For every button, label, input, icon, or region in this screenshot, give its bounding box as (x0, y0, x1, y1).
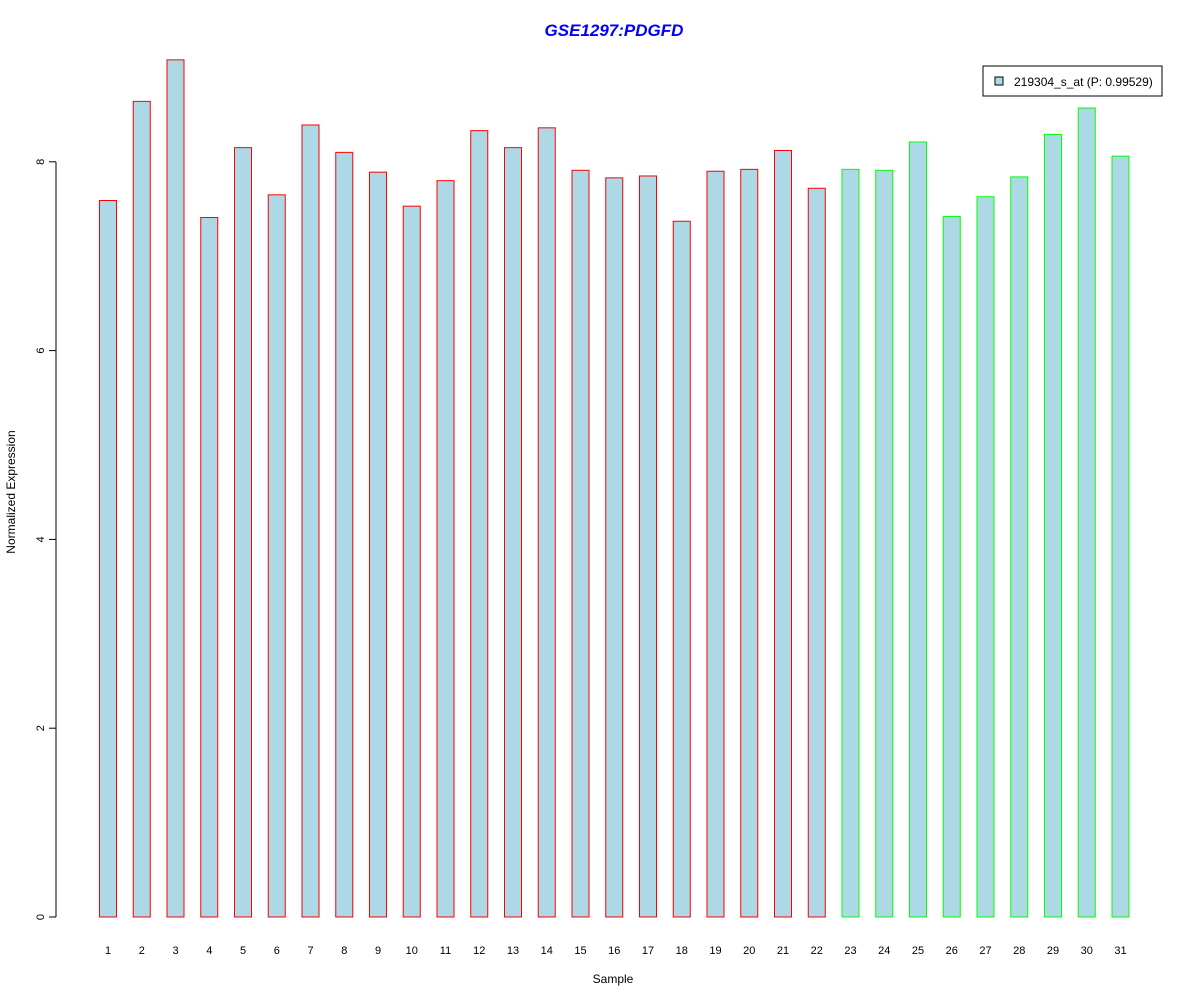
bar-sample-22 (807, 187, 826, 918)
x-tick-label: 28 (1013, 945, 1025, 957)
bar-sample-15 (571, 169, 590, 918)
x-tick-label: 12 (473, 945, 485, 957)
bar-sample-12 (470, 130, 489, 918)
x-tick-label: 27 (979, 945, 991, 957)
x-tick-label: 4 (206, 945, 212, 957)
x-tick-label: 15 (574, 945, 586, 957)
bar-sample-29 (1044, 133, 1062, 918)
bar-sample-26 (942, 216, 961, 918)
bar-sample-4 (200, 217, 219, 918)
x-tick-label: 20 (743, 945, 755, 957)
x-tick-label: 23 (844, 945, 856, 957)
y-axis-label: Normalized Expression (4, 430, 18, 553)
x-tick-label: 6 (274, 945, 280, 957)
bar-sample-19 (706, 170, 725, 918)
x-tick-label: 10 (406, 945, 418, 957)
bar-sample-5 (234, 147, 252, 918)
bar-sample-25 (909, 141, 927, 918)
x-tick-label: 17 (642, 945, 654, 957)
y-tick-label: 8 (35, 159, 47, 165)
bar-sample-1 (99, 200, 117, 918)
x-tick-label: 16 (608, 945, 620, 957)
bar-sample-21 (774, 149, 792, 918)
bar-sample-2 (132, 100, 151, 918)
chart-title: GSE1297:PDGFD (545, 21, 684, 40)
y-tick-label: 2 (35, 725, 47, 731)
y-axis: 0 2 4 6 8 (35, 159, 57, 920)
bar-sample-31 (1111, 155, 1130, 918)
x-tick-label: 26 (946, 945, 958, 957)
x-tick-label: 7 (307, 945, 313, 957)
bar-sample-27 (976, 196, 995, 918)
legend-box (982, 65, 1163, 97)
x-tick-label: 3 (172, 945, 178, 957)
bar-sample-17 (639, 175, 657, 918)
bar-sample-9 (369, 171, 387, 918)
x-tick-label: 14 (541, 945, 553, 957)
x-tick-label: 25 (912, 945, 924, 957)
x-tick-label: 1 (105, 945, 111, 957)
x-tick-label: 31 (1114, 945, 1126, 957)
bar-sample-24 (875, 169, 894, 918)
bar-sample-6 (267, 194, 286, 918)
x-tick-label: 24 (878, 945, 890, 957)
bar-sample-7 (301, 124, 320, 918)
x-tick-label: 8 (341, 945, 347, 957)
x-tick-label: 13 (507, 945, 519, 957)
x-tick-label: 18 (676, 945, 688, 957)
bar-sample-23 (841, 168, 860, 918)
x-tick-label: 9 (375, 945, 381, 957)
bar-sample-8 (335, 151, 354, 918)
x-axis-label: Sample (593, 972, 634, 986)
bar-sample-3 (166, 59, 185, 918)
y-tick-label: 4 (35, 536, 47, 542)
bars-group (99, 59, 1130, 918)
x-tick-label: 29 (1047, 945, 1059, 957)
bar-sample-14 (537, 127, 556, 918)
y-tick-label: 6 (35, 348, 47, 354)
y-tick-label: 0 (35, 914, 47, 920)
bar-sample-11 (436, 180, 455, 918)
bar-sample-13 (504, 147, 522, 918)
x-tick-label: 5 (240, 945, 246, 957)
bar-sample-10 (402, 205, 421, 918)
bar-sample-30 (1077, 107, 1096, 918)
x-tick-label: 22 (811, 945, 823, 957)
x-tick-label: 21 (777, 945, 789, 957)
bar-sample-16 (605, 177, 624, 918)
x-tick-labels: 1 2 3 4 5 6 7 8 9 10 11 12 13 14 15 16 17 18 19 20 21 22 23 24 2… (105, 945, 1127, 957)
legend-swatch (994, 76, 1004, 86)
x-tick-label: 30 (1081, 945, 1093, 957)
legend: 219304_s_at (P: 0.99529) (982, 65, 1163, 97)
x-tick-label: 11 (440, 945, 451, 957)
bar-sample-28 (1010, 176, 1029, 918)
bar-sample-18 (672, 220, 691, 918)
x-tick-label: 19 (709, 945, 721, 957)
x-tick-label: 2 (139, 945, 145, 957)
legend-label: 219304_s_at (P: 0.99529) (1014, 75, 1153, 89)
bar-sample-20 (740, 168, 759, 918)
